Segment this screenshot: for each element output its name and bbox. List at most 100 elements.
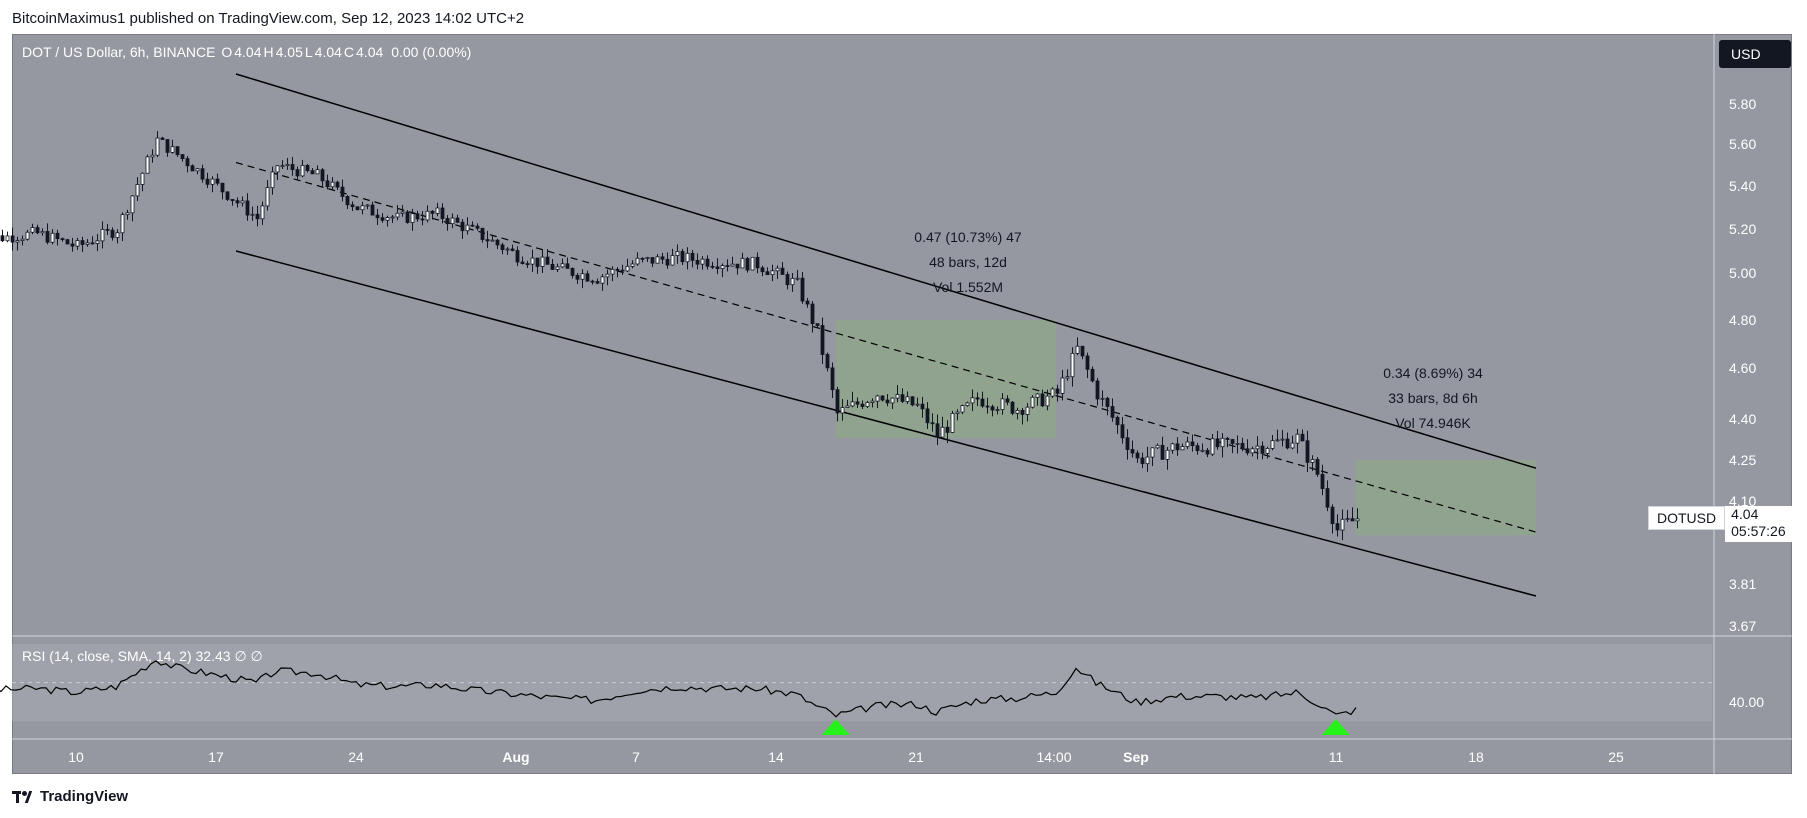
candle-body bbox=[1230, 439, 1235, 444]
candle-body bbox=[990, 406, 995, 411]
price-axis-label: 5.40 bbox=[1729, 178, 1756, 194]
tradingview-logo-icon bbox=[12, 790, 34, 803]
candle-body bbox=[240, 200, 245, 204]
channel-mid-line bbox=[235, 161, 1537, 533]
candle-body bbox=[20, 238, 25, 242]
candle-body bbox=[455, 217, 460, 223]
candle-body bbox=[1335, 523, 1340, 531]
candle-body bbox=[710, 265, 715, 268]
candle-body bbox=[125, 212, 130, 216]
candle-body bbox=[345, 196, 350, 206]
candle-body bbox=[405, 211, 410, 223]
candle-body bbox=[1285, 438, 1290, 449]
candle-body bbox=[820, 325, 825, 355]
candle-body bbox=[1225, 437, 1230, 440]
ohlc-value-c: 4.04 bbox=[356, 44, 384, 60]
rsi-line bbox=[0, 660, 1357, 718]
candle-body bbox=[1025, 406, 1030, 415]
ohlc-key-l: L bbox=[304, 44, 313, 60]
candle-body bbox=[1135, 452, 1140, 459]
tradingview-logo[interactable]: TradingView bbox=[12, 788, 128, 805]
candle-body bbox=[785, 274, 790, 286]
candle-body bbox=[145, 156, 150, 174]
candle-body bbox=[95, 240, 100, 244]
time-axis-label: 18 bbox=[1468, 749, 1484, 765]
candle-body bbox=[445, 218, 450, 225]
candle-body bbox=[380, 217, 385, 221]
candle-body bbox=[660, 256, 665, 260]
candle-body bbox=[1250, 448, 1255, 454]
candle-body bbox=[685, 252, 690, 263]
brand-name: TradingView bbox=[40, 788, 129, 805]
candle-body bbox=[770, 270, 775, 276]
measurement-annotation-line: 48 bars, 12d bbox=[929, 254, 1007, 270]
candle-body bbox=[700, 258, 705, 265]
candle-body bbox=[365, 204, 370, 207]
candle-body bbox=[1170, 443, 1175, 451]
channel-lower-line bbox=[235, 250, 1537, 597]
candle-body bbox=[615, 268, 620, 271]
candle-body bbox=[1100, 397, 1105, 400]
candle-body bbox=[205, 178, 210, 185]
candle-body bbox=[895, 394, 900, 399]
candle-body bbox=[1035, 393, 1040, 398]
time-axis-label: 14:00 bbox=[1036, 749, 1071, 765]
candle-body bbox=[655, 256, 660, 264]
candle-body bbox=[1095, 380, 1100, 400]
candle-body bbox=[195, 168, 200, 172]
time-axis-label: 11 bbox=[1329, 749, 1344, 765]
rsi-legend-label: RSI (14, close, SMA, 14, 2) bbox=[22, 648, 192, 664]
candle-body bbox=[665, 258, 670, 266]
candle-body bbox=[1345, 518, 1350, 521]
candle-body bbox=[340, 186, 345, 197]
candle-body bbox=[800, 277, 805, 302]
candle-body bbox=[470, 224, 475, 227]
ohlc-key-c: C bbox=[343, 44, 355, 60]
ohlc-value-h: 4.05 bbox=[275, 44, 303, 60]
candle-body bbox=[880, 395, 885, 401]
candle-body bbox=[740, 258, 745, 269]
candle-body bbox=[975, 397, 980, 400]
candle-body bbox=[170, 146, 175, 153]
candle-body bbox=[55, 232, 60, 240]
time-axis-label: 10 bbox=[68, 749, 84, 765]
currency-button[interactable]: USD bbox=[1719, 40, 1791, 68]
candle-body bbox=[970, 397, 975, 404]
candle-body bbox=[845, 405, 850, 408]
candle-body bbox=[1165, 449, 1170, 460]
candle-body bbox=[1215, 438, 1220, 448]
candle-body bbox=[1280, 438, 1285, 441]
time-axis-label: 25 bbox=[1608, 749, 1624, 765]
candle-body bbox=[460, 221, 465, 232]
price-axis-label: 3.67 bbox=[1729, 618, 1756, 634]
price-axis-label: 5.80 bbox=[1729, 96, 1756, 112]
candle-body bbox=[1275, 439, 1280, 442]
candle-body bbox=[730, 263, 735, 267]
candle-body bbox=[520, 261, 525, 265]
candle-body bbox=[645, 257, 650, 259]
candle-body bbox=[355, 206, 360, 211]
candle-body bbox=[1000, 398, 1005, 410]
candle-body bbox=[255, 213, 260, 220]
candle-body bbox=[760, 267, 765, 273]
candle-body bbox=[1150, 447, 1155, 458]
candle-body bbox=[535, 257, 540, 267]
candle-body bbox=[980, 398, 985, 407]
candle-body bbox=[860, 403, 865, 407]
rsi-extra: ∅ ∅ bbox=[234, 648, 263, 664]
candle-body bbox=[135, 184, 140, 197]
candle-body bbox=[1235, 442, 1240, 445]
candle-body bbox=[50, 232, 55, 243]
measurement-annotation-line: Vol 1.552M bbox=[933, 279, 1003, 295]
candle-body bbox=[560, 263, 565, 268]
candle-body bbox=[155, 137, 160, 156]
candle-body bbox=[610, 268, 615, 275]
rsi-marker-triangle bbox=[822, 719, 850, 735]
candle-body bbox=[910, 396, 915, 406]
candle-body bbox=[825, 354, 830, 369]
candle-body bbox=[1175, 443, 1180, 451]
price-axis-label: 3.81 bbox=[1729, 576, 1756, 592]
candle-body bbox=[530, 257, 535, 265]
candle-body bbox=[395, 212, 400, 218]
